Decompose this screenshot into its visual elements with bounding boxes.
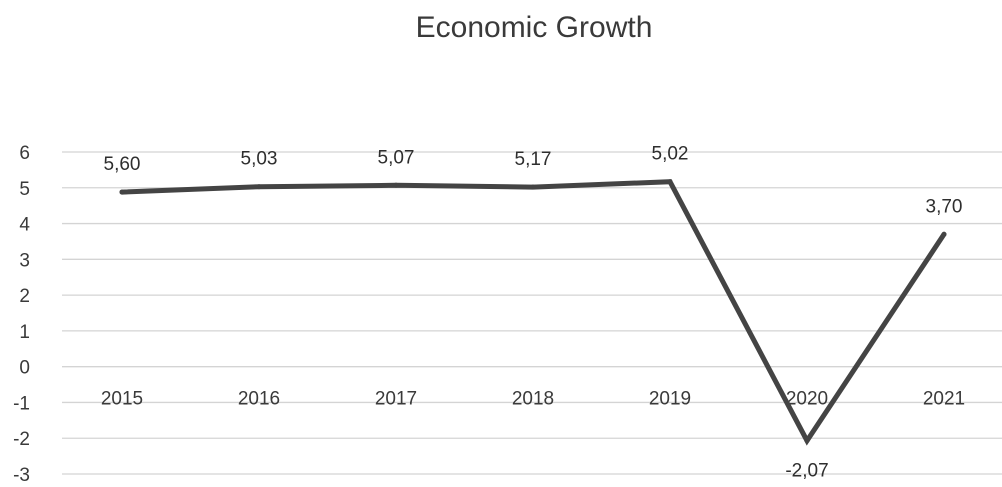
data-point bbox=[393, 182, 399, 188]
x-category-label: 2021 bbox=[923, 389, 965, 410]
data-point bbox=[256, 184, 262, 190]
chart-title: Economic Growth bbox=[416, 11, 653, 44]
data-label: 5,03 bbox=[241, 149, 278, 170]
y-tick-label: -1 bbox=[13, 393, 30, 414]
y-tick-label: -2 bbox=[13, 429, 30, 450]
y-tick-label: 0 bbox=[19, 358, 30, 379]
x-category-label: 2015 bbox=[101, 389, 143, 410]
x-category-label: 2016 bbox=[238, 389, 280, 410]
x-category-label: 2018 bbox=[512, 389, 554, 410]
data-label: 5,60 bbox=[104, 154, 141, 175]
x-category-label: 2019 bbox=[649, 389, 691, 410]
data-label: 5,02 bbox=[652, 144, 689, 165]
y-tick-label: -3 bbox=[13, 465, 30, 486]
data-label: 5,07 bbox=[378, 147, 415, 168]
y-tick-label: 3 bbox=[19, 250, 30, 271]
x-axis-categories: 2015 2016 2017 2018 2019 2020 2021 bbox=[101, 389, 965, 410]
gridlines bbox=[62, 151, 1002, 475]
y-tick-label: 5 bbox=[19, 179, 30, 200]
data-point bbox=[804, 438, 810, 444]
series-group bbox=[119, 179, 947, 446]
data-point bbox=[530, 184, 536, 190]
y-tick-label: 4 bbox=[19, 215, 30, 236]
y-tick-label: 6 bbox=[19, 143, 30, 164]
data-labels: 5,60 5,03 5,07 5,17 5,02 -2,07 3,70 bbox=[104, 144, 963, 482]
data-point bbox=[941, 231, 947, 237]
data-point bbox=[667, 179, 673, 185]
y-axis-ticks: 6 5 4 3 2 1 0 -1 -2 -3 bbox=[13, 143, 30, 486]
y-tick-label: 1 bbox=[19, 322, 30, 343]
y-tick-label: 2 bbox=[19, 286, 30, 307]
x-category-label: 2020 bbox=[786, 389, 828, 410]
data-label: 5,17 bbox=[515, 149, 552, 170]
data-label: 3,70 bbox=[926, 196, 963, 217]
x-category-label: 2017 bbox=[375, 389, 417, 410]
data-label: -2,07 bbox=[785, 461, 828, 482]
data-point bbox=[119, 189, 125, 195]
